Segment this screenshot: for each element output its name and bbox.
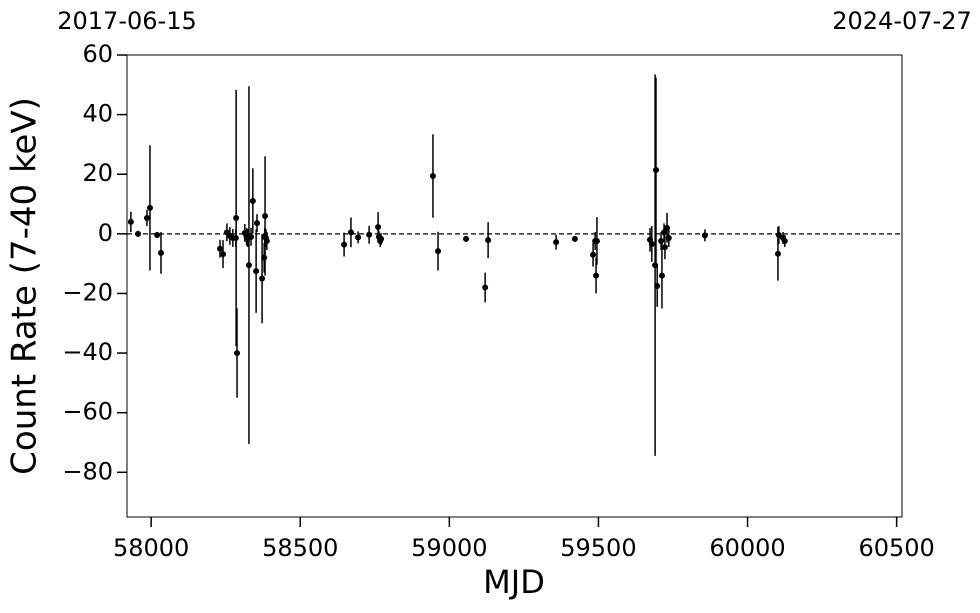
data-point [774, 250, 781, 257]
data-point [263, 237, 270, 244]
x-axis-label: MJD [483, 563, 545, 601]
data-point [648, 240, 655, 247]
data-point [233, 215, 240, 222]
data-point [135, 230, 142, 237]
data-point [665, 235, 672, 242]
data-point [248, 233, 255, 240]
data-point [341, 241, 348, 248]
data-point [658, 237, 665, 244]
data-point [127, 218, 134, 225]
data-point [253, 268, 260, 275]
data-point [593, 272, 600, 279]
x-tick-label: 59500 [560, 534, 636, 562]
data-point [143, 215, 150, 222]
y-tick-label: 0 [98, 219, 113, 247]
y-tick-label: −60 [62, 398, 113, 426]
x-tick-label: 60500 [858, 534, 934, 562]
data-point [245, 262, 252, 269]
data-point [377, 237, 384, 244]
data-point [220, 251, 227, 258]
y-tick-label: −80 [62, 457, 113, 485]
data-point [259, 275, 266, 282]
data-point [661, 229, 668, 236]
y-tick-label: −20 [62, 278, 113, 306]
data-point [154, 232, 161, 239]
data-point [157, 249, 164, 256]
data-point [775, 232, 782, 239]
data-point [485, 237, 492, 244]
data-point [347, 229, 354, 236]
data-point [355, 234, 362, 241]
data-point [217, 245, 224, 252]
data-point [482, 284, 489, 291]
data-point [781, 237, 788, 244]
data-point [652, 167, 659, 174]
data-point [590, 251, 597, 258]
x-tick-label: 58000 [113, 534, 189, 562]
y-axis-label: Count Rate (7-40 keV) [5, 97, 45, 475]
x-tick-label: 59000 [411, 534, 487, 562]
top-x-tick-label: 2017-06-15 [57, 7, 196, 35]
data-point [429, 173, 436, 180]
data-point [701, 232, 708, 239]
data-point [654, 283, 661, 289]
data-point [375, 223, 382, 230]
data-point [658, 272, 665, 279]
x-tick-label: 60000 [709, 534, 785, 562]
data-point [593, 237, 600, 244]
data-point [262, 212, 269, 219]
data-point [553, 239, 560, 246]
x-tick-label: 58500 [262, 534, 338, 562]
data-point [261, 254, 268, 261]
top-x-tick-label: 2024-07-27 [832, 7, 971, 35]
data-point [435, 248, 442, 255]
y-tick-label: 40 [82, 100, 113, 128]
data-point [661, 244, 668, 251]
data-point [366, 231, 373, 238]
y-tick-label: 60 [82, 40, 113, 68]
data-point [234, 350, 241, 357]
data-point [571, 235, 578, 242]
data-point [254, 220, 261, 227]
plot-frame [126, 54, 903, 518]
data-point [146, 204, 153, 211]
data-point [463, 235, 470, 242]
data-point [249, 198, 256, 205]
y-tick-label: −40 [62, 338, 113, 366]
y-tick-label: 20 [82, 159, 113, 187]
